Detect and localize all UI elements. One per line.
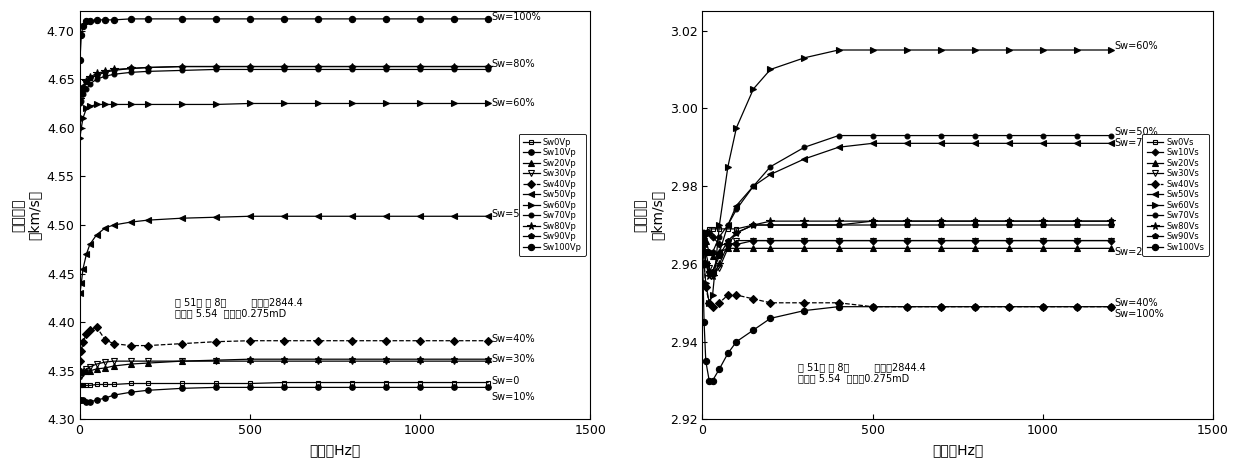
Text: 石 51井 盒 8段        深度：2844.4
孔隙度 5.54  渗透率0.275mD: 石 51井 盒 8段 深度：2844.4 孔隙度 5.54 渗透率0.275mD (797, 362, 925, 384)
X-axis label: 频率（Hz）: 频率（Hz） (932, 443, 983, 457)
Y-axis label: 横波速度
（km/s）: 横波速度 （km/s） (634, 190, 665, 241)
Text: Sw=100%: Sw=100% (1115, 309, 1164, 320)
Text: 石 51井 盒 8段        深度：2844.4
孔隙度 5.54  渗透率0.275mD: 石 51井 盒 8段 深度：2844.4 孔隙度 5.54 渗透率0.275mD (175, 297, 303, 318)
Text: Sw=20%: Sw=20% (1115, 247, 1158, 257)
Text: Sw=60%: Sw=60% (491, 97, 536, 108)
Y-axis label: 纵波速度
（km/s）: 纵波速度 （km/s） (11, 190, 41, 241)
Text: Sw=70%: Sw=70% (1115, 139, 1158, 148)
Text: Sw=50%: Sw=50% (1115, 127, 1158, 137)
Text: Sw=40%: Sw=40% (1115, 298, 1158, 308)
Text: Sw=60%: Sw=60% (1115, 41, 1158, 51)
Text: Sw=80%: Sw=80% (491, 58, 536, 69)
Legend: Sw0Vp, Sw10Vp, Sw20Vp, Sw30Vp, Sw40Vp, Sw50Vp, Sw60Vp, Sw70Vp, Sw80Vp, Sw90Vp, S: Sw0Vp, Sw10Vp, Sw20Vp, Sw30Vp, Sw40Vp, S… (518, 134, 587, 256)
Text: Sw=10%: Sw=10% (491, 392, 536, 402)
Text: Sw=0: Sw=0 (491, 376, 520, 386)
Legend: Sw0Vs, Sw10Vs, Sw20Vs, Sw30Vs, Sw40Vs, Sw50Vs, Sw60Vs, Sw70Vs, Sw80Vs, Sw90Vs, S: Sw0Vs, Sw10Vs, Sw20Vs, Sw30Vs, Sw40Vs, S… (1142, 134, 1209, 256)
Text: Sw=100%: Sw=100% (491, 12, 541, 22)
Text: Sw=30%: Sw=30% (491, 354, 536, 364)
X-axis label: 频率（Hz）: 频率（Hz） (309, 443, 361, 457)
Text: Sw=40%: Sw=40% (491, 334, 536, 344)
Text: Sw=50%: Sw=50% (491, 209, 536, 219)
